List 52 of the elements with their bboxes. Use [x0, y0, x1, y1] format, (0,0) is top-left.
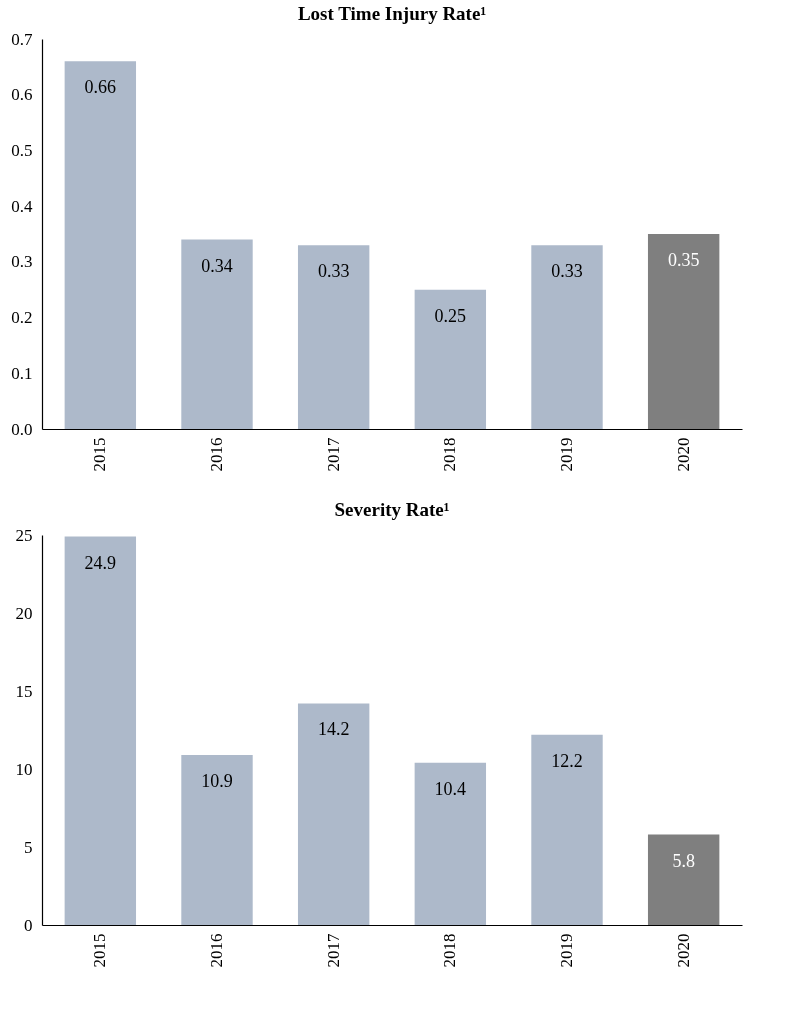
bar — [181, 754, 253, 925]
x-tick-label: 2017 — [323, 933, 343, 968]
x-tick-label: 2017 — [323, 437, 343, 472]
y-tick-label: 0.7 — [11, 29, 33, 49]
bar — [531, 245, 603, 429]
y-tick-label: 0.6 — [11, 85, 33, 105]
x-tick-label: 2018 — [440, 933, 460, 968]
bar — [297, 245, 370, 429]
y-tick-label: 0.5 — [11, 140, 33, 160]
x-tick-label: 2019 — [557, 437, 576, 472]
x-tick-label: 2016 — [207, 437, 226, 472]
y-tick-label: 25 — [15, 525, 33, 545]
bar — [181, 239, 253, 429]
x-tick-label: 2020 — [673, 933, 693, 968]
x-tick-label: 2020 — [673, 437, 693, 472]
data-label: 24.9 — [84, 552, 117, 573]
data-label: 0.66 — [84, 77, 117, 98]
y-tick-label: 0.0 — [11, 419, 33, 439]
bar — [414, 289, 487, 429]
data-label: 0.35 — [667, 250, 700, 270]
y-tick-label: 15 — [15, 681, 33, 701]
y-tick-label: 0.4 — [11, 196, 33, 216]
y-tick-label: 20 — [15, 603, 33, 623]
y-tick-label: 10 — [15, 759, 33, 779]
data-label: 12.2 — [551, 750, 583, 771]
y-tick-label: 0.2 — [11, 308, 33, 328]
x-tick-label: 2019 — [557, 933, 576, 968]
data-label: 5.8 — [672, 850, 695, 871]
x-tick-label: 2016 — [207, 933, 226, 968]
y-tick-label: 0.1 — [11, 363, 33, 383]
bar — [64, 536, 137, 925]
chart-title: Severity Rate¹ — [334, 499, 450, 520]
x-tick-label: 2015 — [90, 933, 110, 968]
bar — [414, 762, 487, 925]
y-tick-label: 0.3 — [11, 252, 33, 272]
bar — [647, 234, 720, 429]
x-tick-label: 2018 — [440, 437, 460, 472]
data-label: 10.4 — [434, 778, 467, 799]
data-label: 0.33 — [551, 261, 583, 282]
bar — [531, 734, 603, 925]
y-tick-label: 0 — [24, 915, 33, 935]
x-tick-label: 2015 — [90, 437, 110, 472]
bar — [647, 834, 720, 925]
chart-title: Lost Time Injury Rate¹ — [297, 3, 487, 24]
bar — [297, 703, 370, 925]
data-label: 0.34 — [201, 255, 233, 276]
data-label: 0.25 — [434, 305, 467, 326]
data-label: 14.2 — [317, 719, 350, 740]
y-tick-label: 5 — [24, 837, 33, 857]
data-label: 0.33 — [317, 261, 350, 282]
data-label: 10.9 — [201, 770, 233, 791]
bar — [64, 61, 137, 429]
